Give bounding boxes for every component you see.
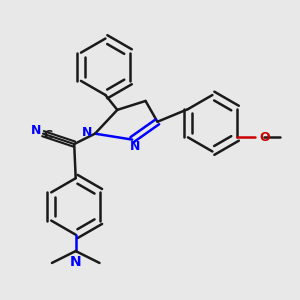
Text: C: C	[44, 129, 53, 142]
Text: N: N	[82, 126, 92, 139]
Text: O: O	[259, 131, 270, 144]
Text: N: N	[130, 140, 140, 153]
Text: N: N	[70, 255, 82, 268]
Text: N: N	[31, 124, 42, 137]
